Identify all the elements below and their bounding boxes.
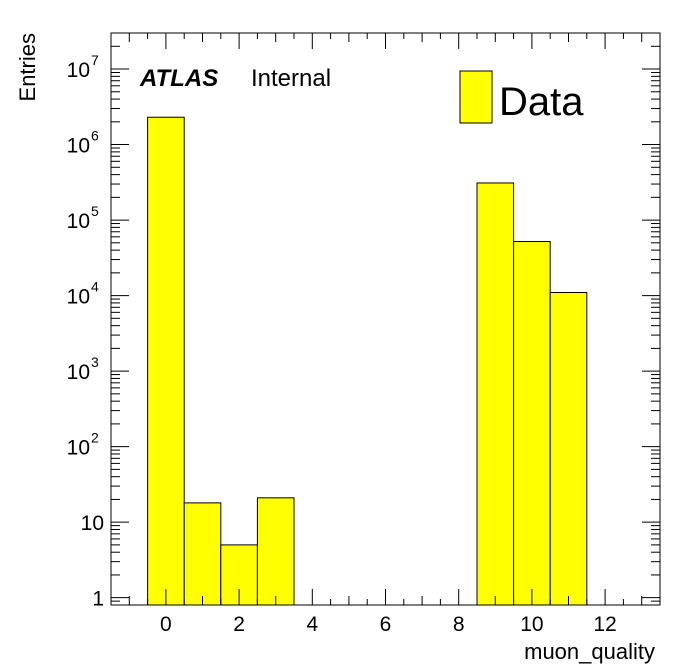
y-tick-label: 10 2 xyxy=(67,430,99,460)
y-tick-label-base: 10 xyxy=(81,512,104,535)
x-tick-label: 10 xyxy=(520,613,543,636)
x-tick-label: 6 xyxy=(380,613,392,636)
y-tick-label-exponent: 2 xyxy=(91,430,99,446)
x-tick-label: 8 xyxy=(453,613,465,636)
histogram-bar xyxy=(476,182,515,606)
legend-swatch-data xyxy=(459,70,493,124)
atlas-label: ATLAS xyxy=(139,65,218,92)
histogram-bar xyxy=(183,502,222,606)
internal-label: Internal xyxy=(251,65,331,92)
y-tick-label-exponent: 3 xyxy=(91,354,99,370)
legend: Data xyxy=(459,70,584,124)
y-tick-label-exponent: 6 xyxy=(91,128,99,144)
x-tick-label: 12 xyxy=(593,613,616,636)
histogram-bar xyxy=(147,116,185,606)
y-tick-label: 10 5 xyxy=(67,203,99,233)
histogram-bars xyxy=(147,116,588,606)
y-tick-label-exponent: 4 xyxy=(91,279,99,295)
y-tick-label-base: 1 xyxy=(92,588,104,611)
y-tick-label-base: 10 xyxy=(67,437,90,460)
y-tick-label-exponent: 7 xyxy=(91,52,99,68)
histogram-bar xyxy=(513,241,551,606)
y-tick-label: 10 6 xyxy=(67,128,99,158)
y-tick-label: 1 xyxy=(92,588,104,611)
y-tick-label-base: 10 xyxy=(67,286,90,309)
y-tick-label-base: 10 xyxy=(67,59,90,82)
x-tick-label: 4 xyxy=(306,613,318,636)
histogram-bar xyxy=(549,291,588,606)
x-axis-label: muon_quality xyxy=(524,639,655,664)
y-tick-label-exponent: 5 xyxy=(91,203,99,219)
y-tick-label: 10 7 xyxy=(67,52,99,82)
histogram-bar xyxy=(256,497,295,606)
x-tick-label: 0 xyxy=(160,613,172,636)
y-tick-label: 10 4 xyxy=(67,279,99,309)
y-tick-label: 10 3 xyxy=(67,354,99,384)
legend-label-data: Data xyxy=(499,80,584,124)
y-tick-label: 10 xyxy=(81,512,104,535)
x-tick-label: 2 xyxy=(233,613,245,636)
x-axis: 0 2 4 6 8 10 12 xyxy=(110,33,661,636)
y-tick-label-base: 10 xyxy=(67,135,90,158)
y-axis-label: Entries xyxy=(15,33,40,101)
y-tick-label-base: 10 xyxy=(67,210,90,233)
y-tick-label-base: 10 xyxy=(67,361,90,384)
